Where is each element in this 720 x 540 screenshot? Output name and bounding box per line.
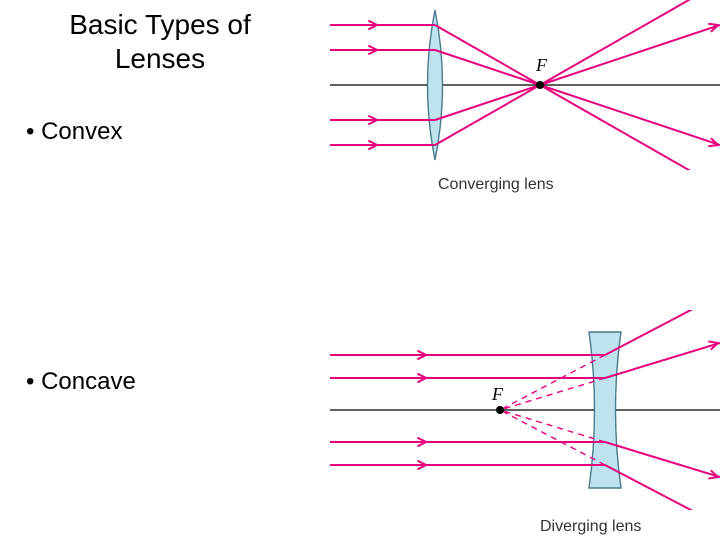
focal-label-concave-text: F: [492, 384, 503, 404]
caption-diverging-text: Diverging lens: [540, 518, 641, 535]
convex-diagram: [330, 0, 720, 200]
bullet-concave: • Concave: [26, 368, 136, 397]
page-title: Basic Types of Lenses: [30, 8, 290, 75]
convex-svg: [330, 0, 720, 170]
focal-label-concave: F: [492, 384, 503, 405]
title-line-1: Basic Types of: [69, 9, 251, 40]
concave-diagram: [330, 310, 720, 530]
focal-label-convex-text: F: [536, 55, 547, 75]
focal-label-convex: F: [536, 55, 547, 76]
concave-svg: [330, 310, 720, 510]
page: Basic Types of Lenses • Convex • Concave…: [0, 0, 720, 540]
bullet-concave-text: • Concave: [26, 368, 136, 395]
bullet-convex-text: • Convex: [26, 118, 122, 145]
caption-converging: Converging lens: [438, 176, 554, 194]
bullet-convex: • Convex: [26, 118, 122, 147]
caption-converging-text: Converging lens: [438, 176, 554, 193]
title-line-2: Lenses: [115, 43, 205, 74]
caption-diverging: Diverging lens: [540, 518, 641, 536]
